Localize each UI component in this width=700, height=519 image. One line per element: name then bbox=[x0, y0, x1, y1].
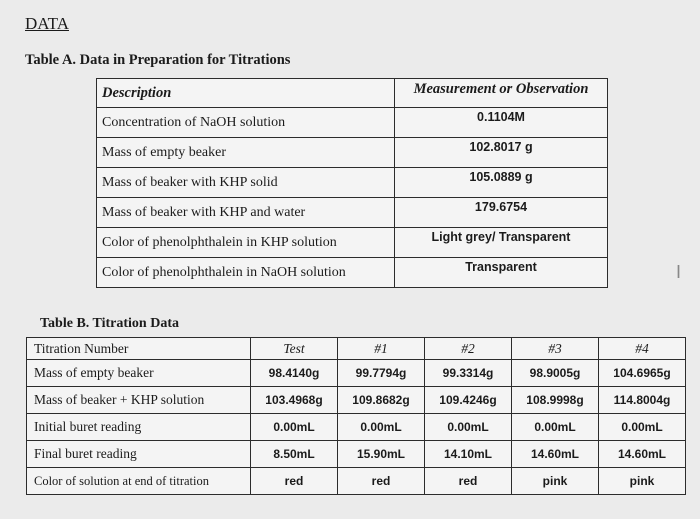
row-value: 0.1104M bbox=[394, 107, 608, 138]
table-row: Mass of beaker + KHP solution 103.4968g … bbox=[26, 386, 686, 414]
column-header-titration-number: Titration Number bbox=[26, 337, 251, 360]
row-label: Color of phenolphthalein in NaOH solutio… bbox=[96, 257, 395, 288]
cell-value: 0.00mL bbox=[337, 413, 425, 441]
row-value: 105.0889 g bbox=[394, 167, 608, 198]
cell-value: 14.60mL bbox=[598, 440, 686, 468]
row-label: Mass of empty beaker bbox=[96, 137, 395, 168]
row-value: Light grey/ Transparent bbox=[394, 227, 608, 258]
cell-value: 98.9005g bbox=[511, 359, 599, 387]
cell-value: 99.3314g bbox=[424, 359, 512, 387]
cell-value: pink bbox=[598, 467, 686, 495]
row-label: Mass of beaker with KHP solid bbox=[96, 167, 395, 198]
table-header-row: Description Measurement or Observation bbox=[96, 78, 608, 108]
cell-value: 114.8004g bbox=[598, 386, 686, 414]
table-row: Mass of empty beaker 98.4140g 99.7794g 9… bbox=[26, 359, 686, 387]
cell-value: 108.9998g bbox=[511, 386, 599, 414]
text-cursor-icon: I bbox=[676, 262, 682, 282]
column-header-trial-2: #2 bbox=[424, 337, 512, 360]
cell-value: 99.7794g bbox=[337, 359, 425, 387]
row-label: Color of phenolphthalein in KHP solution bbox=[96, 227, 395, 258]
table-b-caption: Table B. Titration Data bbox=[40, 316, 179, 331]
table-row: Color of solution at end of titration re… bbox=[26, 467, 686, 495]
table-row: Mass of beaker with KHP solid 105.0889 g bbox=[96, 167, 608, 198]
cell-value: red bbox=[250, 467, 338, 495]
cell-value: 0.00mL bbox=[598, 413, 686, 441]
cell-value: 0.00mL bbox=[511, 413, 599, 441]
cell-value: 14.60mL bbox=[511, 440, 599, 468]
table-a-caption: Table A. Data in Preparation for Titrati… bbox=[25, 52, 291, 68]
column-header-test: Test bbox=[250, 337, 338, 360]
table-row: Mass of beaker with KHP and water 179.67… bbox=[96, 197, 608, 228]
table-header-row: Titration Number Test #1 #2 #3 #4 bbox=[26, 337, 686, 360]
row-label: Concentration of NaOH solution bbox=[96, 107, 395, 138]
row-label: Mass of beaker + KHP solution bbox=[26, 386, 251, 414]
cell-value: 0.00mL bbox=[250, 413, 338, 441]
table-row: Initial buret reading 0.00mL 0.00mL 0.00… bbox=[26, 413, 686, 441]
cell-value: 109.8682g bbox=[337, 386, 425, 414]
cell-value: 109.4246g bbox=[424, 386, 512, 414]
cell-value: 0.00mL bbox=[424, 413, 512, 441]
row-value: Transparent bbox=[394, 257, 608, 288]
row-label: Mass of empty beaker bbox=[26, 359, 251, 387]
row-value: 179.6754 bbox=[394, 197, 608, 228]
row-label: Mass of beaker with KHP and water bbox=[96, 197, 395, 228]
cell-value: 103.4968g bbox=[250, 386, 338, 414]
cell-value: 104.6965g bbox=[598, 359, 686, 387]
cell-value: 14.10mL bbox=[424, 440, 512, 468]
table-b: Titration Number Test #1 #2 #3 #4 Mass o… bbox=[26, 337, 686, 495]
column-header-measurement: Measurement or Observation bbox=[394, 78, 608, 108]
row-label: Initial buret reading bbox=[26, 413, 251, 441]
row-label: Final buret reading bbox=[26, 440, 251, 468]
table-row: Color of phenolphthalein in KHP solution… bbox=[96, 227, 608, 258]
cell-value: red bbox=[424, 467, 512, 495]
column-header-trial-1: #1 bbox=[337, 337, 425, 360]
column-header-description: Description bbox=[96, 78, 395, 108]
row-value: 102.8017 g bbox=[394, 137, 608, 168]
table-row: Concentration of NaOH solution 0.1104M bbox=[96, 107, 608, 138]
cell-value: 8.50mL bbox=[250, 440, 338, 468]
cell-value: red bbox=[337, 467, 425, 495]
page-heading: DATA bbox=[25, 14, 69, 33]
column-header-trial-4: #4 bbox=[598, 337, 686, 360]
cell-value: 98.4140g bbox=[250, 359, 338, 387]
row-label: Color of solution at end of titration bbox=[26, 467, 251, 495]
table-row: Mass of empty beaker 102.8017 g bbox=[96, 137, 608, 168]
table-row: Final buret reading 8.50mL 15.90mL 14.10… bbox=[26, 440, 686, 468]
column-header-trial-3: #3 bbox=[511, 337, 599, 360]
table-a: Description Measurement or Observation C… bbox=[96, 78, 608, 288]
cell-value: pink bbox=[511, 467, 599, 495]
cell-value: 15.90mL bbox=[337, 440, 425, 468]
table-row: Color of phenolphthalein in NaOH solutio… bbox=[96, 257, 608, 288]
